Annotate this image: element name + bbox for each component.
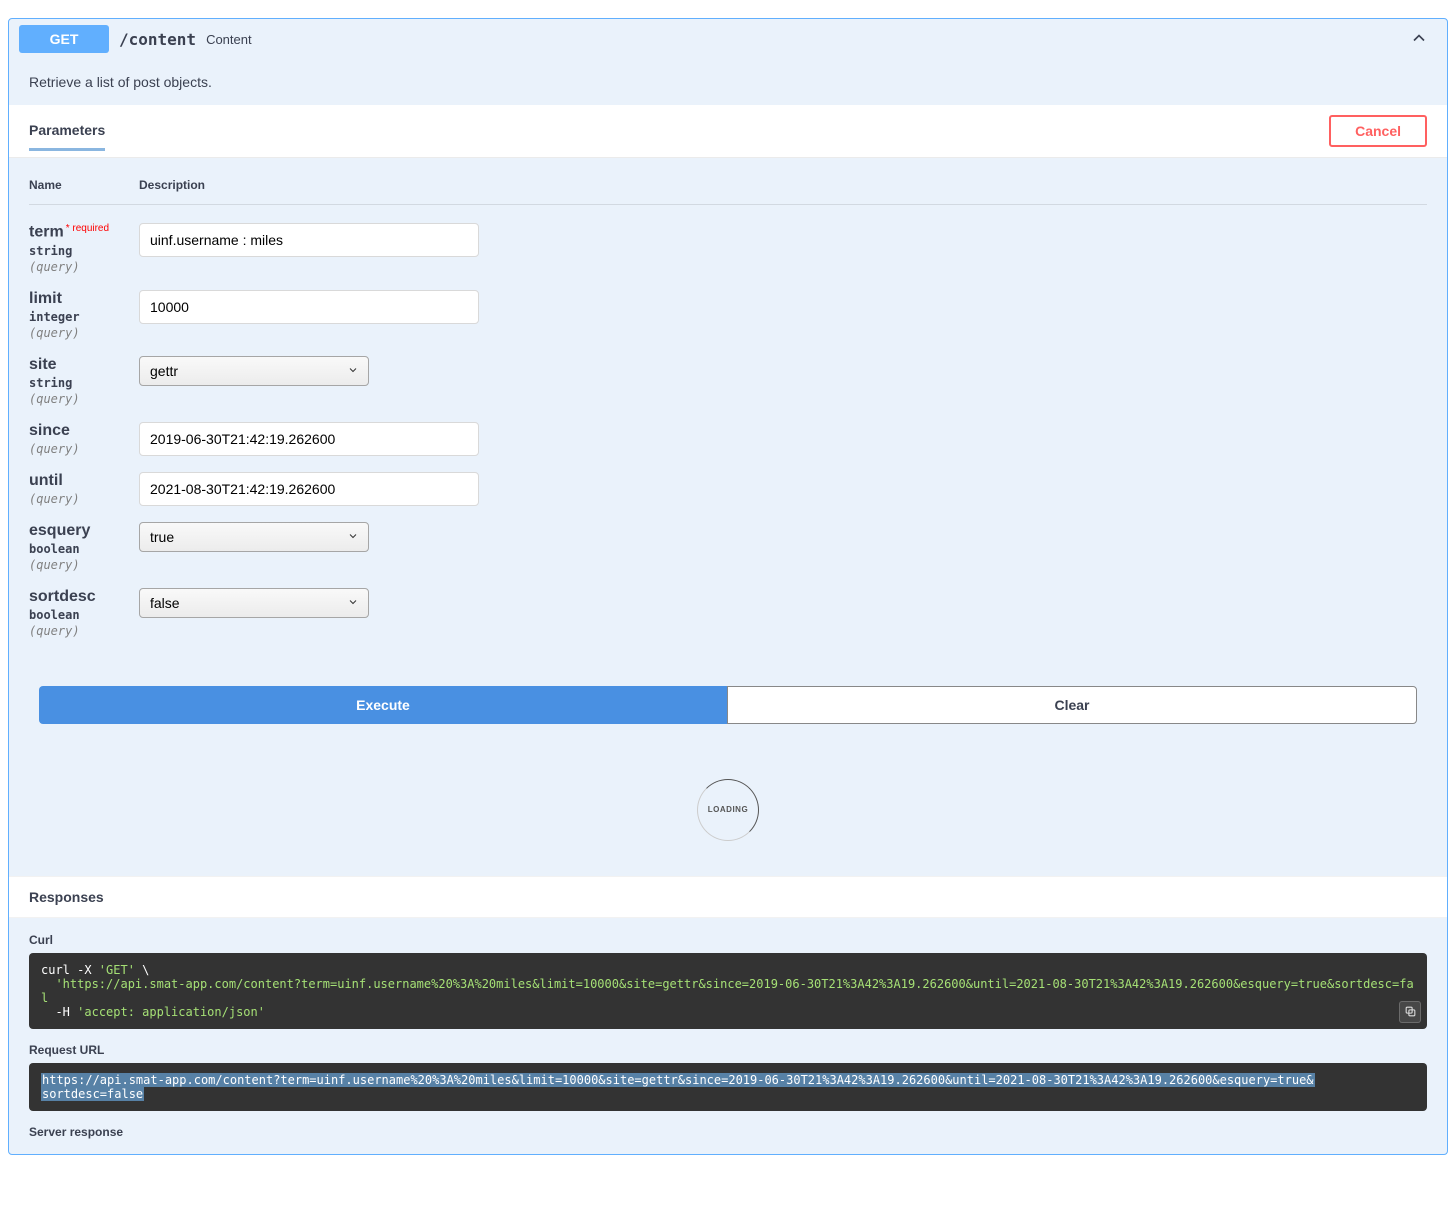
- param-in: (query): [29, 624, 139, 638]
- param-name: limit: [29, 290, 139, 308]
- param-type: integer: [29, 310, 139, 324]
- param-row-sortdesc: sortdesc boolean (query) false: [29, 580, 1427, 646]
- param-name: sortdesc: [29, 588, 139, 606]
- method-badge: GET: [19, 25, 109, 53]
- endpoint-header[interactable]: GET /content Content: [9, 19, 1447, 59]
- sortdesc-select[interactable]: false: [139, 588, 369, 618]
- endpoint-body: Retrieve a list of post objects. Paramet…: [9, 59, 1447, 1154]
- parameters-table: Name Description term* required string (…: [9, 158, 1447, 666]
- param-name: since: [29, 422, 139, 440]
- param-name: site: [29, 356, 139, 374]
- param-name: esquery: [29, 522, 139, 540]
- param-in: (query): [29, 492, 139, 506]
- term-input[interactable]: [139, 223, 479, 257]
- param-row-since: since (query): [29, 414, 1427, 464]
- endpoint-description: Retrieve a list of post objects.: [9, 59, 1447, 105]
- site-select[interactable]: gettr: [139, 356, 369, 386]
- param-row-until: until (query): [29, 464, 1427, 514]
- loading-label: LOADING: [697, 779, 759, 841]
- col-header-name: Name: [29, 178, 139, 192]
- param-in: (query): [29, 260, 139, 274]
- param-type: boolean: [29, 542, 139, 556]
- param-row-site: site string (query) gettr: [29, 348, 1427, 414]
- limit-input[interactable]: [139, 290, 479, 324]
- param-row-term: term* required string (query): [29, 215, 1427, 282]
- request-url-label: Request URL: [29, 1043, 1427, 1057]
- curl-label: Curl: [29, 933, 1427, 947]
- execute-button[interactable]: Execute: [39, 686, 727, 724]
- loading-spinner: LOADING: [9, 744, 1447, 876]
- param-in: (query): [29, 392, 139, 406]
- until-input[interactable]: [139, 472, 479, 506]
- col-header-desc: Description: [139, 178, 1427, 192]
- param-in: (query): [29, 442, 139, 456]
- clear-button[interactable]: Clear: [727, 686, 1417, 724]
- parameters-section-header: Parameters Cancel: [9, 105, 1447, 158]
- param-type: string: [29, 376, 139, 390]
- param-row-limit: limit integer (query): [29, 282, 1427, 348]
- response-body: Curl curl -X 'GET' \ 'https://api.smat-a…: [9, 918, 1447, 1154]
- param-type: string: [29, 244, 139, 258]
- param-in: (query): [29, 558, 139, 572]
- endpoint-summary: Content: [206, 32, 252, 47]
- endpoint-panel: GET /content Content Retrieve a list of …: [8, 18, 1448, 1155]
- since-input[interactable]: [139, 422, 479, 456]
- server-response-label: Server response: [29, 1125, 1427, 1139]
- endpoint-path: /content: [119, 30, 196, 49]
- copy-icon[interactable]: [1399, 1001, 1421, 1023]
- parameters-table-head: Name Description: [29, 168, 1427, 205]
- param-in: (query): [29, 326, 139, 340]
- parameters-tab[interactable]: Parameters: [29, 122, 105, 151]
- chevron-up-icon[interactable]: [1409, 28, 1429, 51]
- action-row: Execute Clear: [9, 666, 1447, 744]
- param-row-esquery: esquery boolean (query) true: [29, 514, 1427, 580]
- param-name: term: [29, 224, 64, 241]
- responses-header: Responses: [9, 876, 1447, 918]
- curl-code-block: curl -X 'GET' \ 'https://api.smat-app.co…: [29, 953, 1427, 1029]
- cancel-button[interactable]: Cancel: [1329, 115, 1427, 147]
- request-url-block: https://api.smat-app.com/content?term=ui…: [29, 1063, 1427, 1111]
- esquery-select[interactable]: true: [139, 522, 369, 552]
- required-marker: * required: [66, 223, 109, 234]
- param-type: boolean: [29, 608, 139, 622]
- param-name: until: [29, 472, 139, 490]
